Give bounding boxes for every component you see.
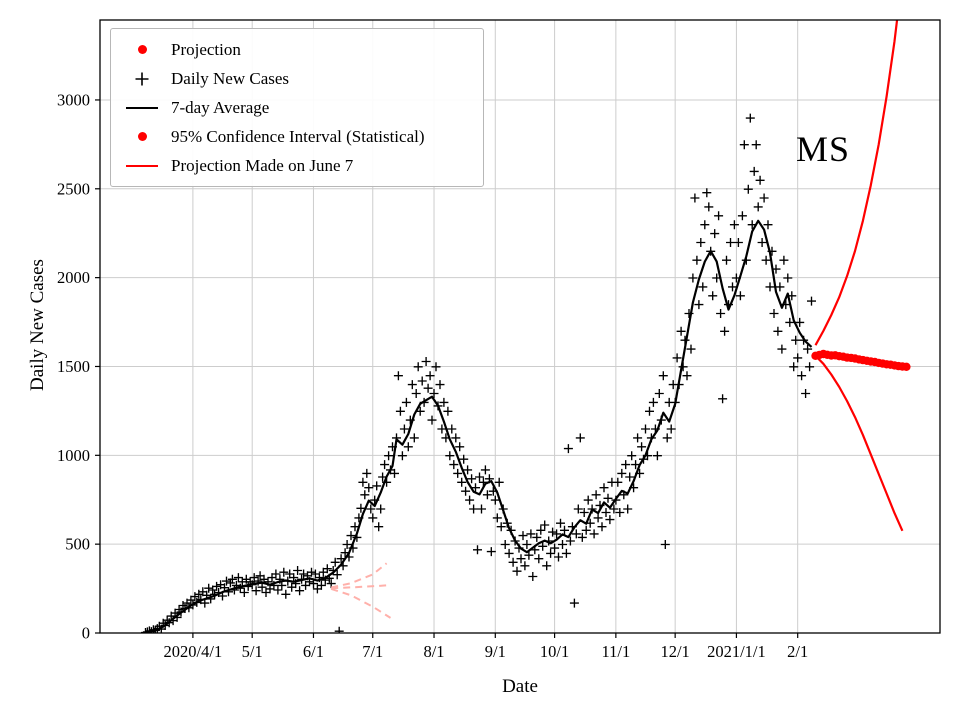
legend-label: Projection xyxy=(171,39,241,59)
series-95-ci-lower xyxy=(814,355,904,532)
legend-item-projection: Projection xyxy=(111,35,483,64)
y-tick-label: 1000 xyxy=(57,446,90,465)
x-tick-label: 5/1 xyxy=(242,642,263,661)
y-tick-label: 0 xyxy=(82,624,90,643)
y-tick-label: 1500 xyxy=(57,357,90,376)
y-axis-title: Daily New Cases xyxy=(27,259,48,391)
series-daily-new-cases xyxy=(141,113,816,633)
y-tick-label: 500 xyxy=(65,535,90,554)
x-tick-label: 6/1 xyxy=(303,642,324,661)
series-june-7-ci-lower xyxy=(330,587,392,619)
red-line-marker-icon xyxy=(123,164,161,167)
series-june-7-ci-upper xyxy=(330,562,388,589)
legend-item-daily-new-cases: Daily New Cases xyxy=(111,64,483,93)
legend-label: 95% Confidence Interval (Statistical) xyxy=(171,126,425,146)
legend: Projection Daily New Cases 7-day Average… xyxy=(110,28,484,187)
x-tick-label: 2020/4/1 xyxy=(164,642,223,661)
x-tick-label: 8/1 xyxy=(423,642,444,661)
y-tick-label: 3000 xyxy=(57,90,90,109)
red-dot-marker-icon xyxy=(123,45,161,54)
axis-ticks: 2020/4/1 5/1 6/1 7/1 8/1 9/1 10/1 11/1 12/1 2021/… xyxy=(57,90,808,661)
x-tick-label: 9/1 xyxy=(485,642,506,661)
y-tick-label: 2500 xyxy=(57,179,90,198)
series-projection xyxy=(811,349,911,371)
x-axis-title: Date xyxy=(502,676,538,697)
red-dot-marker-icon xyxy=(123,132,161,141)
plot-border xyxy=(99,19,941,634)
series-june-7-projection xyxy=(331,584,387,590)
legend-label: Projection Made on June 7 xyxy=(171,155,354,175)
projection-dot xyxy=(902,362,911,371)
x-tick-label: 7/1 xyxy=(362,642,383,661)
x-tick-label: 11/1 xyxy=(601,642,630,661)
legend-item-june7-projection: Projection Made on June 7 xyxy=(111,151,483,180)
series-95-ci-upper xyxy=(814,20,899,346)
legend-label: 7-day Average xyxy=(171,97,270,117)
x-tick-label: 12/1 xyxy=(660,642,689,661)
plus-marker-icon xyxy=(123,70,161,88)
y-tick-label: 2000 xyxy=(57,268,90,287)
state-annotation: MS xyxy=(796,129,851,169)
black-line-marker-icon xyxy=(123,106,161,109)
x-tick-label: 2/1 xyxy=(787,642,808,661)
series-7-day-average xyxy=(156,219,813,632)
legend-item-7-day-average: 7-day Average xyxy=(111,93,483,122)
legend-label: Daily New Cases xyxy=(171,68,290,88)
legend-item-confidence-interval: 95% Confidence Interval (Statistical) xyxy=(111,122,483,151)
x-tick-label: 10/1 xyxy=(540,642,569,661)
x-tick-label: 2021/1/1 xyxy=(707,642,766,661)
